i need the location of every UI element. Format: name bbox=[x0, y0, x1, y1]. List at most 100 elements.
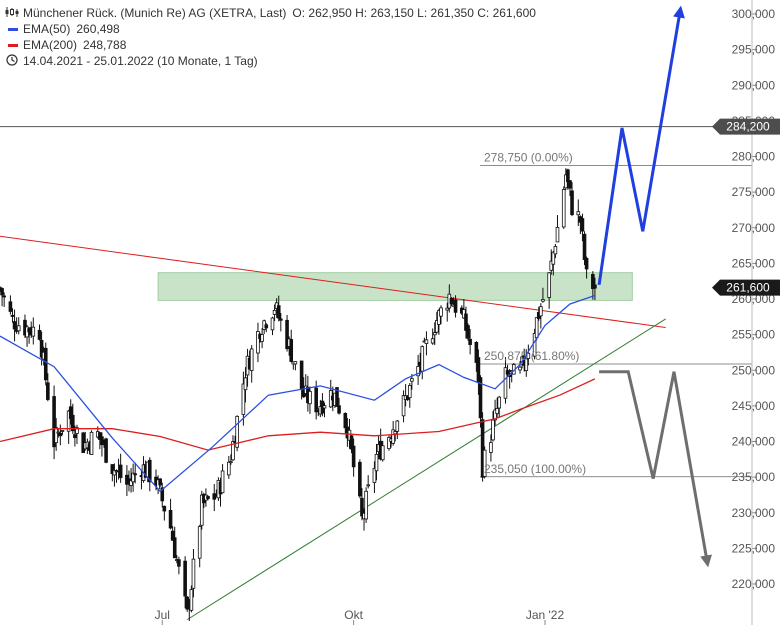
candle-body bbox=[256, 331, 260, 354]
candle-body bbox=[335, 387, 339, 407]
svg-text:EMA(50)260,498: EMA(50) 260,498 bbox=[23, 22, 120, 36]
candle-body bbox=[407, 385, 412, 399]
candle-body bbox=[489, 442, 493, 453]
candle-body bbox=[570, 190, 574, 216]
support-zone bbox=[157, 272, 633, 301]
candle-body bbox=[54, 427, 58, 444]
candle-body bbox=[395, 420, 400, 432]
candle-body bbox=[308, 390, 312, 405]
candle-body bbox=[555, 227, 560, 243]
candle-body bbox=[177, 559, 181, 567]
candle-body bbox=[31, 326, 36, 337]
candle-body bbox=[358, 461, 362, 497]
ema200-line bbox=[0, 378, 596, 451]
candle-body bbox=[75, 427, 79, 434]
candle-body bbox=[129, 480, 133, 486]
candle-body bbox=[110, 464, 115, 474]
resistance-trendline bbox=[0, 235, 666, 328]
candle-body bbox=[518, 366, 522, 371]
candle-body bbox=[235, 415, 239, 448]
candle-body bbox=[576, 211, 581, 216]
candle-body bbox=[416, 366, 420, 377]
support-zone-rect bbox=[157, 272, 633, 301]
candle-body bbox=[393, 431, 398, 435]
clock-icon bbox=[6, 54, 18, 66]
y-tick-label-9: 265,000 bbox=[732, 256, 776, 270]
candle-body bbox=[424, 339, 429, 344]
candle-body bbox=[360, 497, 364, 517]
candle-body bbox=[420, 346, 425, 372]
candle-body bbox=[289, 339, 294, 362]
candle-body bbox=[493, 409, 497, 421]
candle-body bbox=[229, 461, 233, 464]
candle-body bbox=[372, 468, 377, 483]
candle-body bbox=[199, 494, 204, 526]
candle-body bbox=[553, 246, 558, 255]
candle-body bbox=[526, 352, 531, 359]
candle-body bbox=[58, 432, 63, 437]
candle-body bbox=[364, 490, 368, 520]
candle-body bbox=[60, 430, 65, 432]
candle-body bbox=[505, 370, 510, 375]
price-badge-1 bbox=[712, 279, 780, 296]
candle-body bbox=[322, 405, 327, 409]
price-badge-0 bbox=[712, 118, 780, 135]
price-badge-label-0: 284,200 bbox=[726, 120, 770, 134]
candle-body bbox=[391, 429, 395, 444]
candle-body bbox=[285, 319, 289, 350]
candle-body bbox=[264, 324, 269, 329]
y-tick-label-5: 245,000 bbox=[732, 399, 776, 413]
ema200-legend-value: 248,788 bbox=[83, 38, 127, 52]
candle-body bbox=[46, 382, 50, 400]
candle-body bbox=[272, 310, 277, 315]
candle-body bbox=[127, 478, 131, 482]
candle-body bbox=[551, 251, 556, 265]
candle-body bbox=[8, 301, 13, 312]
candle-body bbox=[227, 461, 231, 476]
y-tick-label-1: 225,000 bbox=[732, 541, 776, 555]
candle-body bbox=[561, 189, 566, 228]
candle-body bbox=[549, 260, 554, 271]
candle-body bbox=[582, 233, 587, 260]
y-tick-label-3: 235,000 bbox=[732, 470, 776, 484]
svg-text:EMA(200)248,788: EMA(200) 248,788 bbox=[23, 38, 127, 52]
y-tick-label-2: 230,000 bbox=[732, 506, 776, 520]
candle-body bbox=[495, 408, 499, 414]
candle-body bbox=[158, 478, 162, 486]
candle-body bbox=[539, 306, 543, 317]
candle-body bbox=[147, 459, 152, 483]
candle-body bbox=[43, 347, 48, 381]
candle-body bbox=[474, 341, 479, 363]
candle-body bbox=[206, 496, 210, 499]
candle-body bbox=[170, 530, 175, 541]
candle-body bbox=[12, 321, 17, 330]
candle-body bbox=[73, 434, 77, 438]
x-axis: Jul Okt Jan '22 bbox=[155, 608, 564, 625]
price-badge-label-1: 261,600 bbox=[726, 281, 770, 295]
candle-body bbox=[349, 435, 354, 450]
legend-period: 14.04.2021 - 25.01.2022 (10 Monate, 1 Ta… bbox=[23, 54, 258, 68]
candle-body bbox=[131, 472, 135, 483]
candlesticks bbox=[0, 168, 597, 622]
chart-legend: Münchener Rück. (Munich Re) AG (XETRA, L… bbox=[5, 6, 536, 68]
candle-body bbox=[380, 445, 385, 461]
y-tick-label-15: 295,000 bbox=[732, 43, 776, 57]
candle-body bbox=[52, 396, 56, 448]
candle-body bbox=[299, 360, 304, 390]
candle-body bbox=[430, 338, 435, 344]
y-tick-label-11: 275,000 bbox=[732, 185, 776, 199]
candle-body bbox=[231, 441, 235, 461]
candle-body bbox=[439, 307, 443, 317]
candlestick-icon bbox=[5, 7, 19, 17]
candle-body bbox=[437, 310, 441, 325]
candle-body bbox=[347, 429, 352, 441]
candle-body bbox=[584, 257, 589, 270]
candle-body bbox=[401, 395, 406, 417]
ema50-legend-value: 260,498 bbox=[76, 22, 120, 36]
fib-label-0: 278,750 (0.00%) bbox=[484, 150, 573, 164]
candle-body bbox=[547, 272, 551, 298]
candle-body bbox=[220, 470, 225, 494]
legend-title: Münchener Rück. (Munich Re) AG (XETRA, L… bbox=[23, 6, 286, 20]
bullish-scenario-arrow bbox=[597, 5, 685, 286]
